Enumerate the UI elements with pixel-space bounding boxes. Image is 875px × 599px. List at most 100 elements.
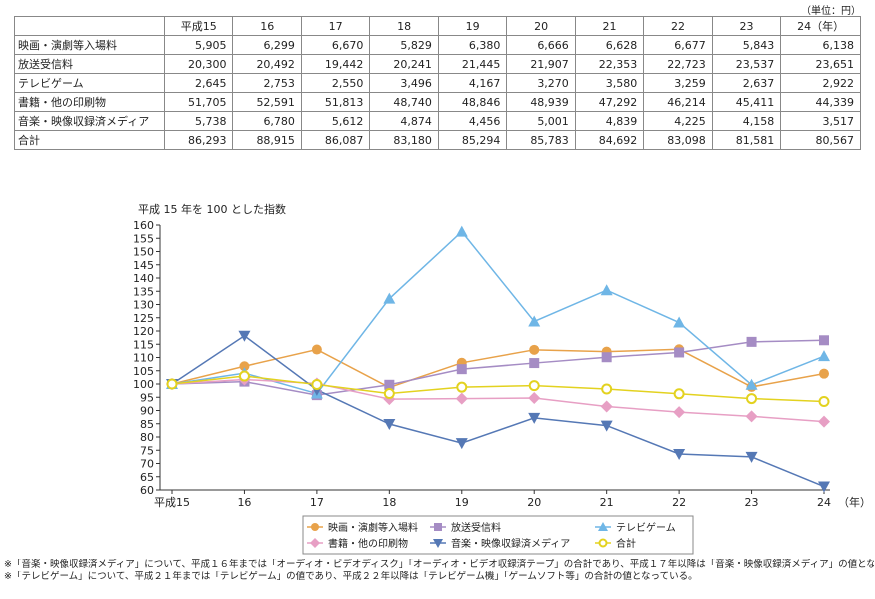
- x-tick-label: 21: [600, 496, 614, 509]
- table-cell: 20,492: [232, 54, 302, 74]
- legend-box: [302, 515, 694, 555]
- y-tick-label: 75: [140, 444, 154, 457]
- series-line: [171, 378, 825, 423]
- table-cell: 4,874: [369, 111, 439, 131]
- x-tick-label: 18: [382, 496, 396, 509]
- table-cell: 6,677: [643, 35, 713, 55]
- y-tick-label: 110: [133, 352, 154, 365]
- table-cell: 6,670: [300, 35, 371, 55]
- data-point-marker: [239, 361, 250, 372]
- table-cell: 6,780: [232, 111, 302, 131]
- x-tick-label: 17: [310, 496, 324, 509]
- data-point-marker: [673, 448, 686, 460]
- table-cell: 21,445: [437, 54, 508, 74]
- table-cell: 5,738: [163, 111, 234, 131]
- y-tick-label: 125: [133, 312, 154, 325]
- x-tick-label: 16: [237, 496, 251, 509]
- table-cell: 48,939: [506, 92, 576, 112]
- index-line-chart: 平成 15 年を 100 とした指数 6065707580859095100105…: [133, 202, 871, 555]
- table-cell: 2,550: [300, 73, 371, 93]
- table-cell: 20,300: [163, 54, 234, 74]
- table-row: 合計 86,293 88,915 86,087 83,180 85,294 85,783 84…: [14, 130, 861, 150]
- data-point-marker: [383, 388, 395, 400]
- data-point-marker: [598, 538, 608, 548]
- data-point-marker: [529, 344, 540, 355]
- y-tick-label: 60: [140, 484, 154, 497]
- table-cell: 83,180: [369, 130, 439, 150]
- data-point-marker: [311, 379, 323, 391]
- data-point-marker: [383, 292, 396, 304]
- table-cell: 4,158: [711, 111, 782, 131]
- table-cell: 2,637: [711, 73, 782, 93]
- data-point-marker: [383, 393, 396, 406]
- table-cell: 6,628: [574, 35, 645, 55]
- legend-label: 書籍・他の印刷物: [328, 537, 408, 550]
- table-row-label: 音楽・映像収録済メディア: [14, 111, 165, 131]
- data-point-marker: [673, 316, 686, 328]
- table-column-header: 24（年）: [780, 16, 861, 36]
- y-tick-label: 70: [140, 458, 154, 471]
- table-cell: 5,001: [506, 111, 576, 131]
- y-tick-label: 130: [133, 299, 154, 312]
- table-cell: 2,922: [780, 73, 861, 93]
- data-point-marker: [745, 378, 758, 390]
- table-cell: 48,740: [369, 92, 439, 112]
- table-cell: 51,813: [300, 92, 371, 112]
- data-point-marker: [818, 481, 830, 493]
- table-cell: 23,537: [711, 54, 782, 74]
- series-line: [171, 230, 825, 395]
- x-tick-label: 平成15: [154, 496, 190, 509]
- series-line: [171, 339, 825, 396]
- table-cell: 48,846: [437, 92, 508, 112]
- legend-label: テレビゲーム: [616, 522, 676, 534]
- table-column-header: 16: [232, 16, 302, 36]
- table-cell: 3,270: [506, 73, 576, 93]
- data-point-marker: [455, 438, 468, 450]
- data-point-marker: [311, 344, 322, 355]
- data-point-marker: [600, 400, 613, 413]
- table-cell: 80,567: [780, 130, 861, 150]
- x-tick-label: 20: [527, 496, 541, 509]
- table-cell: 86,087: [300, 130, 371, 150]
- data-point-marker: [673, 406, 686, 419]
- y-tick-label: 140: [133, 272, 154, 285]
- table-row-label: 映画・演劇等入場料: [14, 35, 165, 55]
- data-point-marker: [238, 370, 250, 382]
- data-point-marker: [818, 415, 830, 428]
- table-cell: 19,442: [300, 54, 371, 74]
- table-cell: 5,612: [300, 111, 371, 131]
- data-point-marker: [529, 358, 540, 369]
- y-tick-label: 155: [133, 232, 154, 245]
- y-tick-label: 135: [133, 285, 154, 298]
- y-tick-label: 80: [140, 431, 154, 444]
- data-point-marker: [600, 284, 613, 296]
- x-tick-label: 24: [817, 496, 831, 509]
- series-line: [171, 348, 825, 389]
- data-point-marker: [311, 523, 319, 531]
- table-cell: 20,241: [369, 54, 439, 74]
- data-point-marker: [673, 388, 685, 400]
- table-cell: 46,214: [643, 92, 713, 112]
- table-column-header: 21: [574, 16, 645, 36]
- table-cell: 52,591: [232, 92, 302, 112]
- table-cell: 22,723: [643, 54, 713, 74]
- table-cell: 6,380: [437, 35, 508, 55]
- table-cell: 6,138: [780, 35, 861, 55]
- data-point-marker: [528, 380, 540, 392]
- table-row-label: 放送受信料: [14, 54, 165, 74]
- data-point-marker: [819, 335, 829, 346]
- table-cell: 51,705: [163, 92, 234, 112]
- data-point-marker: [818, 350, 830, 362]
- legend-label: 音楽・映像収録済メディア: [451, 537, 570, 550]
- table-row: 書籍・他の印刷物 51,705 52,591 51,813 48,740 48,846 48…: [14, 92, 861, 112]
- y-tick-label: 65: [140, 471, 154, 484]
- table-cell: 4,839: [574, 111, 645, 131]
- table-header-row: 平成15 16 17 18 19 20 21 22 23 24（年）: [14, 16, 861, 36]
- y-tick-label: 100: [133, 378, 154, 391]
- footnote-1: ※「音楽・映像収録済メディア」について、平成１６年までは「オーディオ・ビデオディ…: [4, 559, 874, 570]
- table-cell: 2,753: [232, 73, 302, 93]
- table-column-header: 18: [369, 16, 439, 36]
- y-tick-label: 145: [133, 259, 154, 272]
- data-point-marker: [746, 393, 758, 405]
- table-cell: 3,259: [643, 73, 713, 93]
